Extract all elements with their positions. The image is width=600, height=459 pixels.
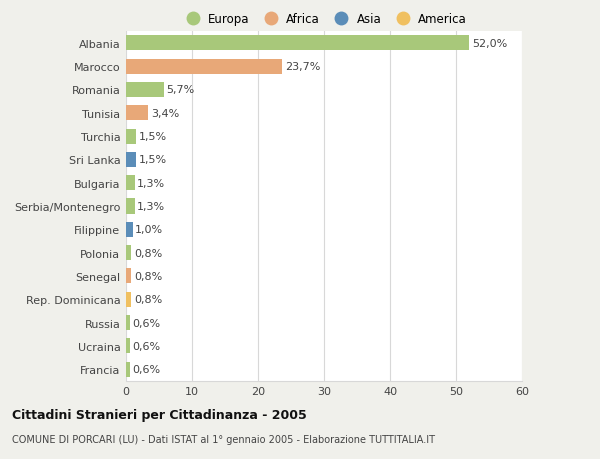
Bar — [126, 106, 148, 121]
Text: Cittadini Stranieri per Cittadinanza - 2005: Cittadini Stranieri per Cittadinanza - 2… — [12, 409, 307, 421]
Bar — [126, 315, 130, 330]
Bar — [126, 269, 131, 284]
Text: 23,7%: 23,7% — [285, 62, 320, 72]
Bar — [126, 292, 131, 307]
Text: 0,8%: 0,8% — [134, 271, 162, 281]
Bar — [126, 83, 164, 98]
Bar — [126, 246, 131, 261]
Bar — [126, 36, 469, 51]
Bar — [126, 199, 134, 214]
Text: COMUNE DI PORCARI (LU) - Dati ISTAT al 1° gennaio 2005 - Elaborazione TUTTITALIA: COMUNE DI PORCARI (LU) - Dati ISTAT al 1… — [12, 434, 435, 444]
Text: 0,8%: 0,8% — [134, 295, 162, 305]
Bar — [126, 152, 136, 168]
Text: 5,7%: 5,7% — [166, 85, 194, 95]
Bar — [126, 60, 283, 74]
Text: 1,3%: 1,3% — [137, 178, 166, 188]
Text: 1,5%: 1,5% — [139, 155, 167, 165]
Bar — [126, 129, 136, 144]
Bar — [126, 176, 134, 191]
Text: 1,5%: 1,5% — [139, 132, 167, 142]
Text: 0,6%: 0,6% — [133, 318, 161, 328]
Text: 1,3%: 1,3% — [137, 202, 166, 212]
Bar — [126, 339, 130, 353]
Text: 1,0%: 1,0% — [135, 225, 163, 235]
Text: 3,4%: 3,4% — [151, 108, 179, 118]
Legend: Europa, Africa, Asia, America: Europa, Africa, Asia, America — [176, 8, 472, 31]
Bar — [126, 222, 133, 237]
Text: 0,6%: 0,6% — [133, 341, 161, 351]
Bar — [126, 362, 130, 377]
Text: 0,6%: 0,6% — [133, 364, 161, 375]
Text: 0,8%: 0,8% — [134, 248, 162, 258]
Text: 52,0%: 52,0% — [472, 39, 507, 49]
